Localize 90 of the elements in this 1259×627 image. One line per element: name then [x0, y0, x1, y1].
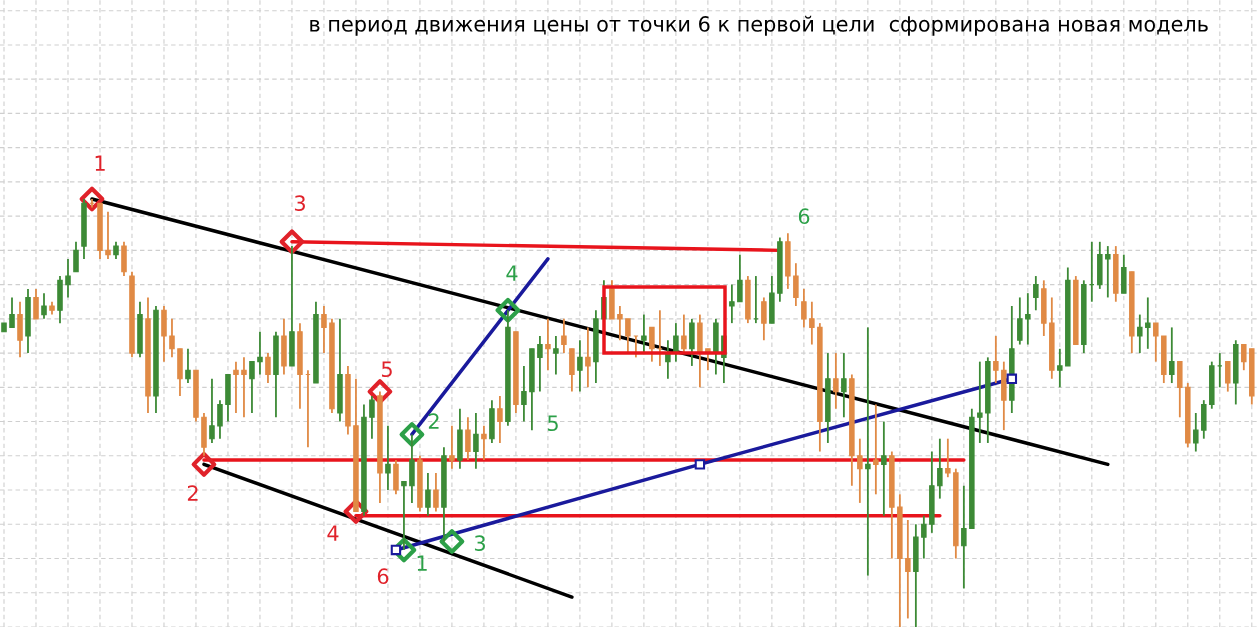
candlestick: [1057, 347, 1063, 389]
annotation: 5: [381, 361, 392, 378]
candlestick: [977, 360, 983, 444]
point: [694, 459, 706, 470]
candlestick: [1193, 412, 1199, 453]
candlestick: [265, 352, 271, 384]
annotation: 6: [377, 568, 389, 585]
candlestick: [233, 360, 239, 414]
candlestick: [641, 313, 647, 354]
annotation: 6: [798, 208, 810, 225]
candlestick: [433, 472, 439, 513]
point: [191, 451, 217, 477]
candlestick: [545, 317, 551, 372]
candlestick: [321, 305, 327, 354]
candlestick: [729, 283, 735, 325]
candlestick: [249, 360, 255, 414]
candlestick: [905, 519, 911, 620]
candlestick: [473, 412, 479, 470]
annotation: 2: [187, 485, 198, 501]
candlestick: [585, 326, 591, 389]
candlestick: [841, 352, 847, 419]
candlestick: [801, 287, 807, 329]
candlestick: [41, 292, 47, 320]
candlestick: [537, 335, 543, 393]
annotation: 3: [474, 535, 485, 552]
candlestick: [73, 240, 79, 273]
candlestick: [873, 403, 879, 496]
candlestick: [737, 253, 743, 303]
point: [279, 229, 305, 255]
candlestick: [961, 484, 967, 590]
candlestick: [577, 339, 583, 393]
candlestick: [33, 287, 39, 320]
candlestick: [561, 317, 567, 354]
text: 1: [95, 155, 105, 171]
candlestick: [369, 394, 375, 440]
candlestick: [1105, 245, 1111, 299]
candlestick: [761, 296, 767, 342]
candlestick: [1145, 296, 1151, 350]
point: [439, 529, 465, 554]
candlestick: [937, 437, 943, 500]
annotation: 4: [506, 265, 518, 281]
chart-title: в период движения цены от точки 6 к первой цели сформирована новая модель: [310, 15, 1208, 36]
candlestick: [449, 424, 455, 470]
candlestick: [1025, 292, 1031, 346]
annotation: 3: [294, 195, 305, 212]
candlestick: [1017, 296, 1023, 346]
candlestick: [217, 399, 223, 440]
candlestick: [9, 296, 15, 329]
candlestick: [1033, 275, 1039, 312]
candlestick: [1137, 313, 1143, 354]
candlestick: [401, 480, 407, 551]
candlestick: [625, 317, 631, 354]
candlestick: [65, 258, 71, 299]
candlestick: [1241, 343, 1247, 372]
candlestick: [241, 356, 247, 419]
candlestick: [521, 365, 527, 423]
candlestick: [649, 326, 655, 363]
candlestick: [185, 347, 191, 384]
candlestick: [993, 335, 999, 384]
candlestick: [617, 305, 623, 342]
point: [390, 544, 402, 556]
candlestick: [209, 377, 215, 444]
candlestick: [481, 424, 487, 461]
candlestick: [1225, 360, 1231, 393]
candlestick: [833, 352, 839, 410]
candlestick: [881, 420, 887, 517]
point: [399, 422, 425, 447]
point: [1006, 373, 1018, 384]
candlestick: [673, 322, 679, 363]
candlestick: [1169, 326, 1175, 384]
candlestick: [465, 416, 471, 461]
candlestick: [921, 514, 927, 560]
candlestick: [257, 330, 263, 376]
point: [495, 297, 521, 323]
candlestick: [553, 335, 559, 376]
candlestick: [857, 437, 863, 504]
annotation: 1: [417, 555, 427, 571]
candlestick: [105, 210, 111, 260]
annotation: 5: [547, 415, 558, 432]
candlestick: [497, 394, 503, 444]
candlestick: [385, 424, 391, 491]
candlestick: [945, 437, 951, 479]
candlestick: [681, 313, 687, 354]
annotation: 4: [327, 525, 339, 541]
candlestick: [169, 317, 175, 359]
candlestick: [425, 472, 431, 517]
annotation: 2: [428, 413, 439, 429]
candlestick: [793, 262, 799, 307]
candlestick: [809, 300, 815, 346]
candlestick: [1153, 322, 1159, 363]
